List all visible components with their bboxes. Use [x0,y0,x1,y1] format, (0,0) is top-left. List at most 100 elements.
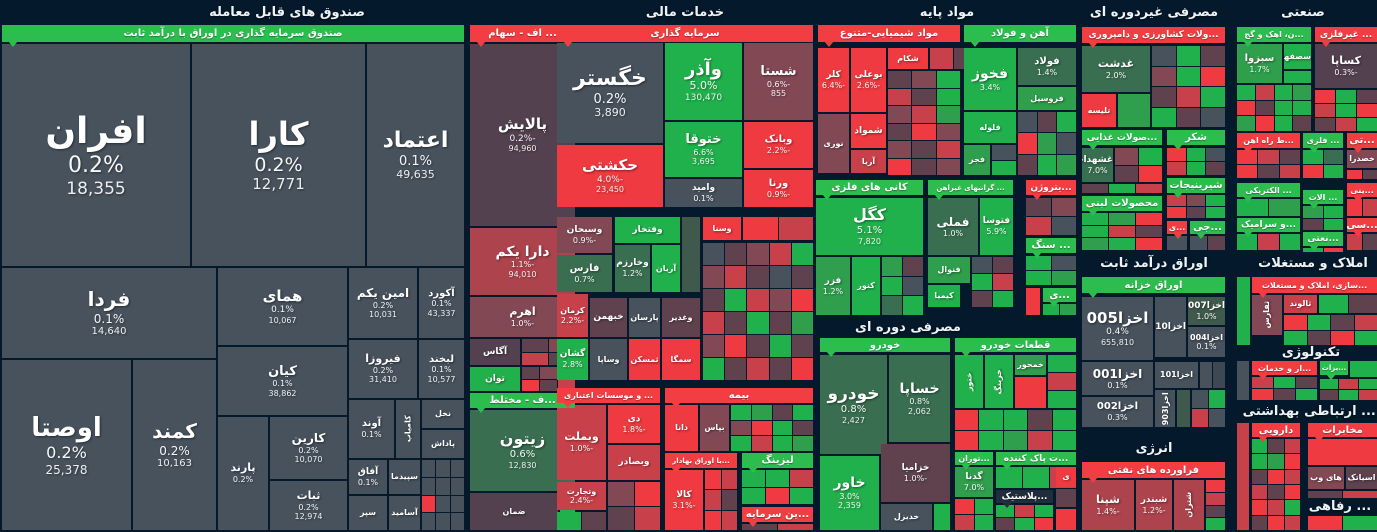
stock-tile-[interactable]: خودرو 0.8% 2,427 [820,355,887,454]
stock-tile-small[interactable] [974,499,993,514]
stock-tile-[interactable]: کالا -3.1% [665,470,703,530]
stock-tile-[interactable]: خبهمن [590,298,627,337]
stock-tile-small[interactable] [608,482,634,506]
stock-tile-blank[interactable] [1056,509,1076,530]
industry-header[interactable]: سرمایه گذاری [557,25,813,47]
stock-tile-small[interactable] [540,379,557,391]
stock-tile-small[interactable] [1323,248,1343,252]
industry-header[interactable]: دارویی [1252,423,1300,442]
stock-tile-[interactable]: پارسان [629,298,660,337]
stock-tile-[interactable]: آکورد 0.1% 43,337 [419,268,464,338]
stock-tile-small[interactable] [743,217,778,240]
stock-tile-[interactable]: وخارزم 1.2% [615,245,650,292]
stock-tile-small[interactable] [1082,238,1108,250]
stock-tile-small[interactable] [772,436,793,451]
stock-tile-small[interactable] [1167,236,1187,250]
stock-tile-small[interactable] [955,410,979,430]
stock-tile-small[interactable] [1201,107,1225,127]
stock-tile-[interactable]: کرمان -2.2% [557,294,588,337]
stock-tile-small[interactable] [1109,213,1135,225]
stock-tile-small[interactable] [1051,198,1076,216]
stock-tile-[interactable]: گدنا 7.0% [955,467,993,497]
stock-tile-[interactable]: حکشتی -4.0% 23,450 [557,145,663,207]
stock-tile-small[interactable] [1167,162,1186,175]
stock-tile-small[interactable] [1362,170,1377,179]
stock-tile-[interactable]: تلیسه [1082,94,1116,127]
stock-tile-small[interactable] [1057,112,1076,133]
stock-tile-small[interactable] [992,160,1016,175]
stock-tile-small[interactable] [974,515,993,530]
stock-tile-small[interactable] [1023,467,1049,488]
industry-header[interactable]: ... الات [1303,190,1343,209]
stock-tile-small[interactable] [1315,104,1335,117]
stock-tile-small[interactable] [1284,515,1300,530]
stock-tile-[interactable]: وآذر 5.0% 130,470 [665,43,742,120]
stock-tile-small[interactable] [1347,170,1362,179]
stock-tile-[interactable]: اخزا903 [1155,390,1175,427]
stock-tile-small[interactable] [912,123,936,140]
stock-tile-small[interactable] [1082,225,1108,238]
stock-tile-small[interactable] [1051,217,1076,235]
stock-tile-small[interactable] [436,495,450,513]
stock-tile-small[interactable] [1037,133,1057,154]
stock-tile-small[interactable] [778,524,813,530]
industry-header[interactable]: ...توران [955,452,993,470]
stock-tile-[interactable]: کیان 0.1% 38,862 [218,347,347,415]
stock-tile-small[interactable] [1026,256,1051,270]
stock-tile-small[interactable] [436,477,450,495]
stock-tile-small[interactable] [1258,150,1279,164]
industry-header[interactable]: ...ی [1043,288,1076,307]
stock-tile-blank[interactable] [1308,439,1377,465]
stock-tile-[interactable]: وامید 0.1% [665,179,742,207]
stock-tile-small[interactable] [1362,199,1377,216]
stock-tile-small[interactable] [1136,213,1162,225]
stock-tile-small[interactable] [1252,389,1273,400]
stock-tile-[interactable]: ورنا -0.9% [744,170,813,207]
stock-tile-small[interactable] [979,410,1003,430]
stock-tile-[interactable]: شپنا -1.4% [1082,480,1134,530]
industry-header[interactable]: بیمه [665,388,813,408]
stock-tile-[interactable]: های وب [1308,467,1344,489]
industry-header[interactable]: شیرینیجات [1167,178,1225,198]
stock-tile-small[interactable] [731,405,751,420]
stock-tile-small[interactable] [747,335,769,357]
industry-header[interactable]: شکر [1167,130,1225,150]
stock-tile-blank[interactable] [934,504,950,530]
stock-tile-small[interactable] [1018,112,1037,133]
stock-tile-small[interactable] [936,158,960,175]
stock-tile-[interactable]: بوعلی -2.6% [851,48,886,112]
stock-tile-small[interactable] [705,490,721,510]
stock-tile-small[interactable] [1284,500,1300,515]
stock-tile-small[interactable] [1252,485,1268,500]
stock-tile-small[interactable] [1109,225,1135,238]
stock-tile-small[interactable] [1015,518,1034,530]
industry-header[interactable]: ...یزات [1320,361,1348,380]
industry-header[interactable]: ...با اوراق بهادار [665,453,737,473]
stock-tile-small[interactable] [1206,518,1225,530]
stock-tile-[interactable]: شستا -0.6% 855 [744,43,813,120]
industry-header[interactable]: مواد شیمیایی-متنوع [818,25,960,47]
stock-tile-[interactable]: غشهداب7.0% [1082,148,1113,182]
stock-tile-small[interactable] [1186,207,1206,218]
stock-tile-small[interactable] [1323,206,1343,218]
stock-tile-small[interactable] [791,289,813,311]
stock-tile-small[interactable] [1015,377,1046,408]
industry-header[interactable]: ...پلاستیک [996,490,1053,508]
stock-tile-small[interactable] [1206,195,1225,206]
stock-tile-[interactable]: اخزا007 1.0% [1188,297,1225,325]
industry-header[interactable]: محصولات لبنی [1082,196,1162,216]
stock-tile-small[interactable] [1284,485,1300,500]
stock-tile-small[interactable] [1319,295,1348,313]
stock-tile-[interactable]: شمواد [851,114,886,148]
stock-tile-small[interactable] [1303,150,1323,164]
stock-tile-small[interactable] [1115,165,1138,182]
stock-tile-small[interactable] [766,470,789,487]
stock-tile-small[interactable] [540,367,557,379]
stock-tile-small[interactable] [791,266,813,288]
stock-tile-[interactable]: خاور 3.0% 2,359 [820,456,879,530]
stock-tile-[interactable]: شتران [1174,480,1204,530]
industry-header[interactable]: ...یتروژن [1026,180,1076,200]
stock-tile-[interactable]: اسیاتک [1346,467,1377,489]
stock-tile-small[interactable] [888,123,912,140]
industry-header[interactable]: ...و سرامیک [1237,218,1300,237]
